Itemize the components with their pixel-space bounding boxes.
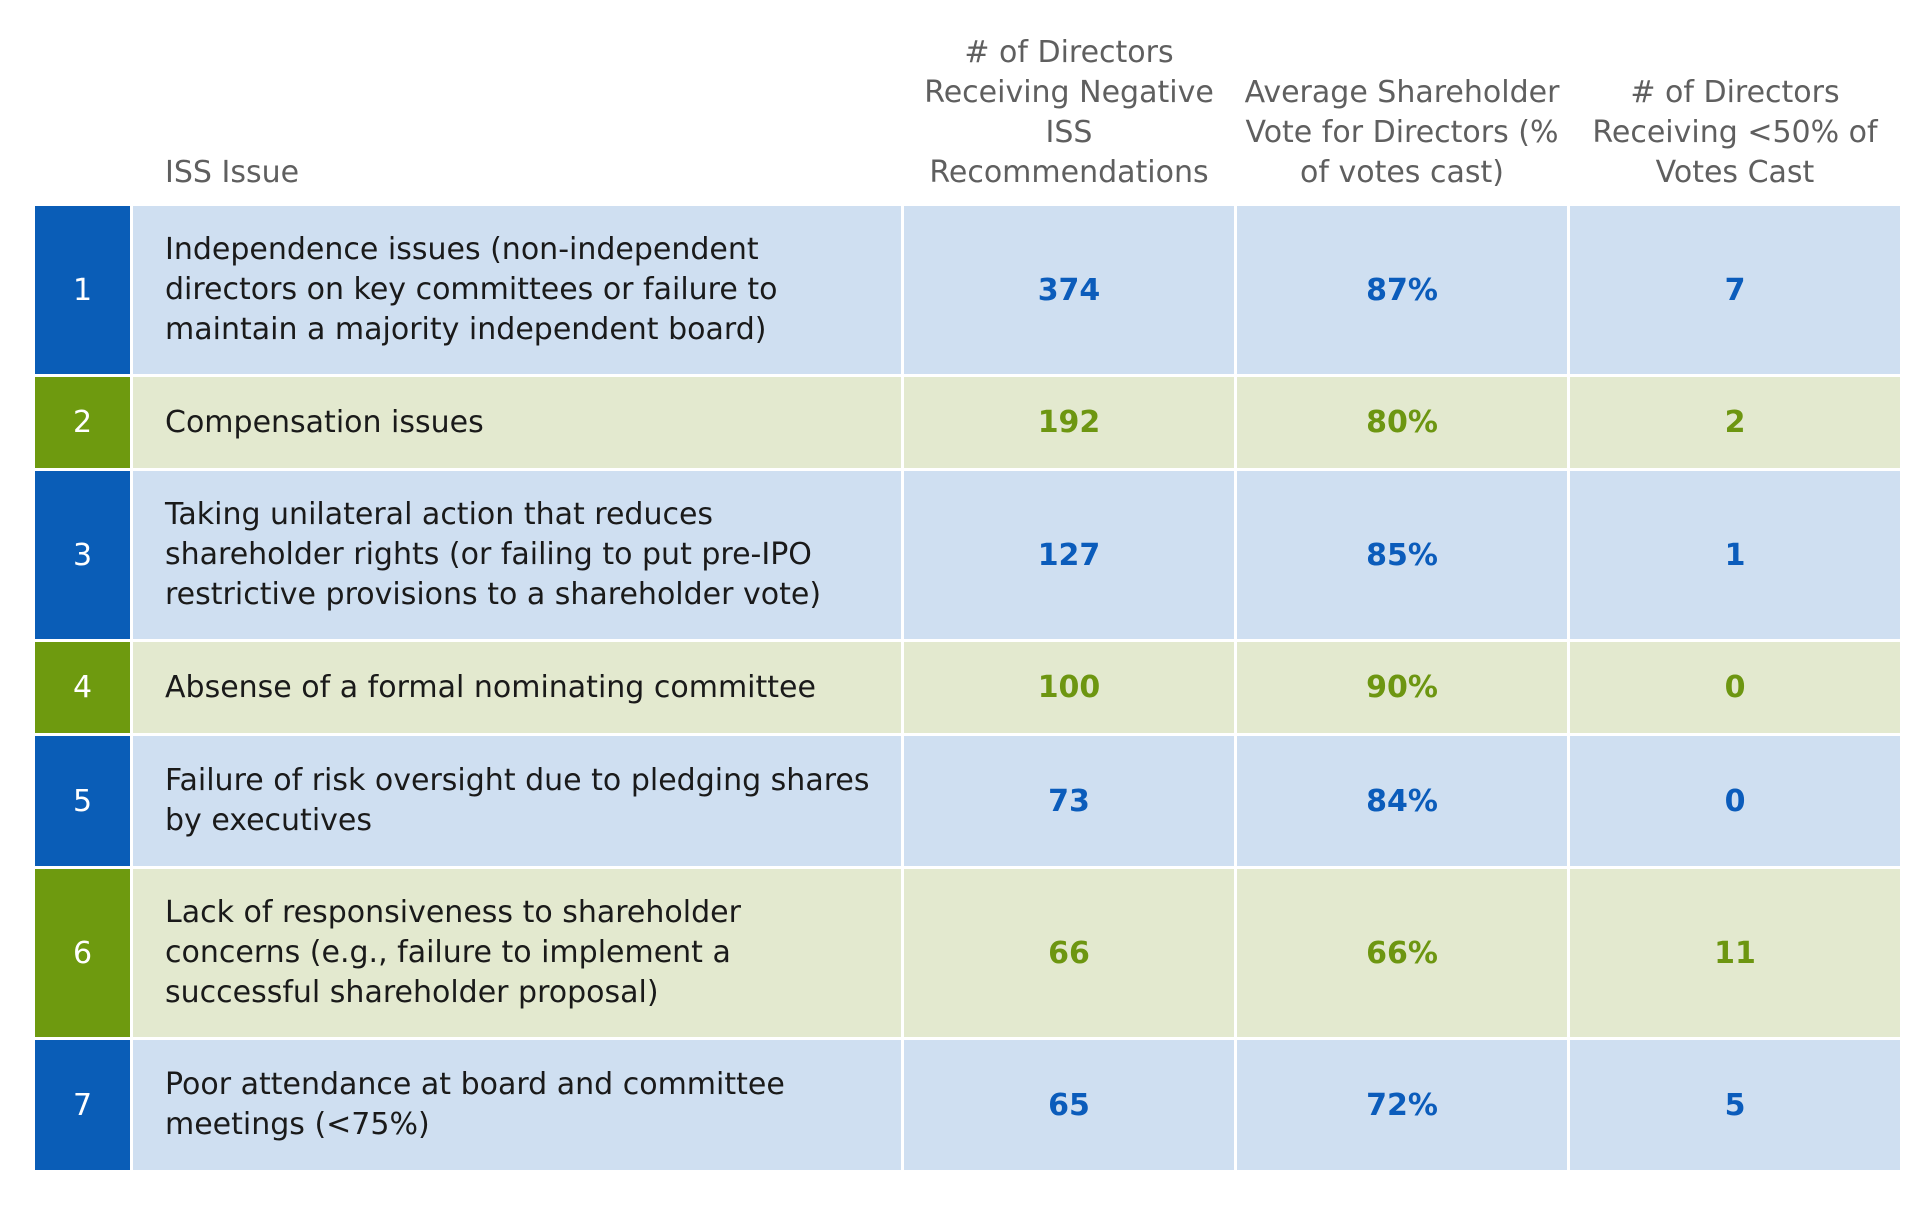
row-average-vote: 84%	[1237, 736, 1567, 866]
row-negative-recommendations: 73	[904, 736, 1234, 866]
row-rank: 3	[35, 471, 130, 639]
row-issue: Independence issues (non-independent dir…	[133, 206, 901, 374]
row-average-vote: 87%	[1237, 206, 1567, 374]
header-negative-recommendations: # of Directors Receiving Negative ISS Re…	[904, 23, 1234, 203]
header-row: ISS Issue # of Directors Receiving Negat…	[35, 23, 1900, 203]
row-negative-recommendations: 65	[904, 1040, 1234, 1170]
row-negative-recommendations: 374	[904, 206, 1234, 374]
table-header: ISS Issue # of Directors Receiving Negat…	[35, 23, 1900, 203]
row-negative-recommendations: 192	[904, 377, 1234, 468]
row-negative-recommendations: 100	[904, 642, 1234, 733]
table-row: 6 Lack of responsiveness to shareholder …	[35, 869, 1900, 1037]
row-average-vote: 85%	[1237, 471, 1567, 639]
row-average-vote: 90%	[1237, 642, 1567, 733]
table-row: 4 Absense of a formal nominating committ…	[35, 642, 1900, 733]
row-below-50-percent: 7	[1570, 206, 1900, 374]
row-rank: 2	[35, 377, 130, 468]
table-row: 1 Independence issues (non-independent d…	[35, 206, 1900, 374]
row-below-50-percent: 1	[1570, 471, 1900, 639]
row-issue: Lack of responsiveness to shareholder co…	[133, 869, 901, 1037]
row-average-vote: 72%	[1237, 1040, 1567, 1170]
header-average-vote: Average Shareholder Vote for Directors (…	[1237, 23, 1567, 203]
header-number	[35, 23, 130, 203]
row-issue: Taking unilateral action that reduces sh…	[133, 471, 901, 639]
row-issue: Compensation issues	[133, 377, 901, 468]
row-average-vote: 66%	[1237, 869, 1567, 1037]
header-issue: ISS Issue	[133, 23, 901, 203]
row-below-50-percent: 11	[1570, 869, 1900, 1037]
row-rank: 1	[35, 206, 130, 374]
table-row: 2 Compensation issues 192 80% 2	[35, 377, 1900, 468]
row-rank: 6	[35, 869, 130, 1037]
table-row: 5 Failure of risk oversight due to pledg…	[35, 736, 1900, 866]
table-row: 7 Poor attendance at board and committee…	[35, 1040, 1900, 1170]
table-row: 3 Taking unilateral action that reduces …	[35, 471, 1900, 639]
table-body: 1 Independence issues (non-independent d…	[35, 206, 1900, 1170]
row-issue: Poor attendance at board and committee m…	[133, 1040, 901, 1170]
row-below-50-percent: 5	[1570, 1040, 1900, 1170]
row-rank: 4	[35, 642, 130, 733]
row-below-50-percent: 0	[1570, 736, 1900, 866]
header-below-50-percent: # of Directors Receiving <50% of Votes C…	[1570, 23, 1900, 203]
iss-issues-table: ISS Issue # of Directors Receiving Negat…	[32, 20, 1903, 1173]
row-below-50-percent: 0	[1570, 642, 1900, 733]
row-below-50-percent: 2	[1570, 377, 1900, 468]
row-issue: Failure of risk oversight due to pledgin…	[133, 736, 901, 866]
row-negative-recommendations: 127	[904, 471, 1234, 639]
row-negative-recommendations: 66	[904, 869, 1234, 1037]
row-issue: Absense of a formal nominating committee	[133, 642, 901, 733]
row-average-vote: 80%	[1237, 377, 1567, 468]
row-rank: 7	[35, 1040, 130, 1170]
row-rank: 5	[35, 736, 130, 866]
